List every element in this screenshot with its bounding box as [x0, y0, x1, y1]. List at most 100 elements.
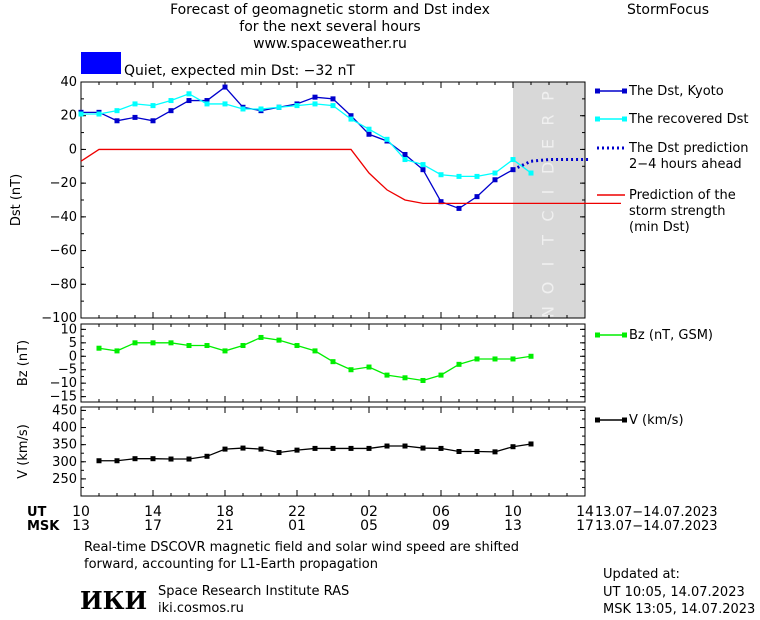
- y-tick-label: 350: [52, 438, 77, 453]
- y-tick-label: −5: [58, 363, 77, 378]
- data-point: [420, 445, 426, 451]
- msk-axis-name: MSK: [27, 519, 60, 534]
- legend-marker: [595, 116, 600, 122]
- y-tick-label: −15: [50, 390, 77, 405]
- iki-logo: ИКИ: [80, 586, 148, 615]
- legend-label: The Dst, Kyoto: [628, 84, 724, 99]
- data-point: [384, 372, 390, 378]
- y-tick-label: 20: [60, 109, 77, 124]
- data-point: [186, 91, 192, 97]
- data-point: [474, 356, 480, 362]
- data-point: [312, 445, 318, 451]
- plot-frame: [80, 81, 586, 319]
- y-tick-label: 5: [69, 336, 77, 351]
- legend-marker: [595, 332, 600, 338]
- data-point: [276, 104, 282, 110]
- msk-tick-label: 17: [576, 518, 594, 534]
- legend-label: Prediction of the: [629, 188, 736, 203]
- data-point: [366, 131, 372, 137]
- data-point: [348, 113, 354, 119]
- title-line-3: www.spaceweather.ru: [253, 36, 407, 52]
- data-point: [474, 449, 480, 454]
- data-point: [114, 108, 120, 114]
- y-tick-label: 450: [52, 403, 77, 418]
- data-point: [222, 446, 228, 452]
- legend-marker: [622, 332, 627, 338]
- data-point: [204, 453, 210, 459]
- y-axis-label: Bz (nT): [16, 340, 31, 386]
- msk-date-range: 13.07−14.07.2023: [595, 519, 718, 534]
- data-point: [240, 445, 246, 451]
- legend-label: (min Dst): [629, 220, 690, 235]
- prediction-label-letter: T: [539, 235, 558, 246]
- data-point: [222, 101, 228, 107]
- data-point: [168, 108, 174, 114]
- prediction-label-letter: R: [539, 114, 558, 125]
- data-point: [510, 356, 516, 362]
- data-point: [348, 116, 354, 122]
- legend-label: Bz (nT, GSM): [629, 328, 713, 343]
- ut-tick-label: 10: [504, 504, 522, 520]
- data-point: [510, 157, 516, 163]
- data-point: [240, 106, 246, 112]
- series-line: [81, 93, 532, 178]
- data-point: [294, 447, 300, 453]
- data-point: [186, 456, 192, 462]
- data-point: [168, 98, 174, 104]
- data-point: [186, 98, 192, 104]
- data-point: [132, 340, 138, 346]
- institute-name: Space Research Institute RAS: [158, 584, 350, 599]
- data-point: [492, 356, 498, 362]
- ut-tick-label: 02: [360, 504, 378, 520]
- data-point: [492, 177, 498, 183]
- data-point: [330, 359, 336, 365]
- data-point: [384, 136, 390, 142]
- legend-marker: [595, 88, 600, 94]
- data-point: [420, 162, 426, 168]
- data-point: [258, 106, 264, 112]
- prediction-label-letter: P: [539, 91, 558, 101]
- data-point: [258, 446, 264, 452]
- data-point: [366, 364, 372, 370]
- data-point: [492, 449, 498, 455]
- data-point: [294, 343, 300, 349]
- ut-tick-label: 22: [288, 504, 306, 520]
- data-point: [348, 367, 354, 373]
- data-point: [186, 343, 192, 349]
- data-point: [456, 361, 462, 367]
- institute-site[interactable]: iki.cosmos.ru: [158, 601, 244, 616]
- msk-tick-label: 21: [216, 518, 234, 534]
- data-point: [78, 111, 84, 117]
- plot-frame: [80, 406, 586, 497]
- footer-note-line-2: forward, accounting for L1-Earth propaga…: [84, 557, 378, 572]
- legend-marker: [595, 417, 600, 423]
- legend-marker: [622, 116, 627, 122]
- data-point: [420, 167, 426, 173]
- y-axis-label: Dst (nT): [9, 174, 24, 226]
- data-point: [384, 443, 390, 449]
- legend: The Dst, Kyoto The recovered Dst The Dst p…: [595, 84, 749, 428]
- y-tick-label: 300: [52, 455, 77, 470]
- msk-tick-label: 13: [504, 518, 522, 534]
- prediction-label-letter: I: [539, 190, 558, 195]
- legend-marker: [622, 417, 627, 423]
- y-tick-label: −40: [50, 210, 77, 225]
- data-point: [474, 194, 480, 200]
- data-point: [402, 157, 408, 163]
- y-tick-label: 0: [69, 142, 77, 157]
- data-point: [204, 98, 210, 104]
- y-tick-label: −10: [50, 376, 77, 391]
- data-point: [330, 103, 336, 109]
- legend-marker: [622, 88, 627, 94]
- ut-tick-label: 14: [144, 504, 162, 520]
- data-point: [474, 173, 480, 179]
- ut-tick-label: 10: [72, 504, 90, 520]
- msk-tick-label: 05: [360, 518, 378, 534]
- updated-label: Updated at:: [603, 567, 680, 582]
- v-chart: 450 400 350 300 250 V (km/s): [16, 403, 586, 497]
- data-point: [150, 340, 156, 346]
- status-color-swatch: [81, 52, 121, 74]
- y-tick-label: 0: [69, 349, 77, 364]
- data-point: [348, 445, 354, 451]
